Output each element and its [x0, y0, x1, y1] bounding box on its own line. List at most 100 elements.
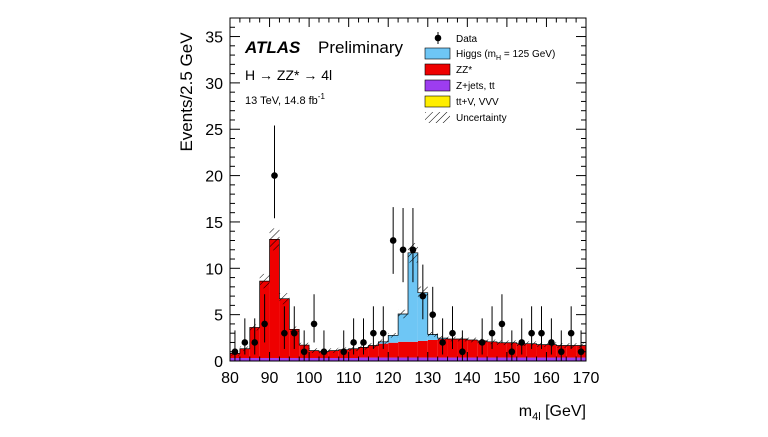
data-point-7: [301, 348, 308, 355]
bar-zjets-13: [359, 358, 369, 361]
y-tick-label-20: 20: [205, 169, 223, 186]
bar-zjets-30: [527, 358, 537, 361]
bar-zjets-21: [438, 358, 448, 361]
bar-zjets-27: [497, 358, 507, 361]
legend-zz-swatch: [425, 64, 450, 75]
bar-zjets-16: [388, 358, 398, 361]
y-tick-label-10: 10: [205, 261, 223, 278]
uncertainty-10: [329, 348, 339, 353]
bar-zjets-34: [566, 358, 576, 361]
y-tick-label-25: 25: [205, 122, 223, 139]
x-tick-label-100: 100: [296, 370, 323, 387]
bar-zjets-5: [279, 358, 289, 361]
data-point-14: [380, 330, 387, 337]
legend-higgs-end: = 125 GeV): [501, 49, 555, 60]
y-tick-label-0: 0: [214, 354, 223, 371]
bar-zjets-8: [309, 358, 319, 361]
data-point-2: [251, 339, 258, 346]
x-tick-label-80: 80: [221, 370, 239, 387]
uncertainty-24: [467, 338, 477, 343]
data-point-1: [242, 339, 249, 346]
y-axis-title: Events/2.5 GeV: [177, 32, 196, 152]
x-tick-label-170: 170: [573, 370, 600, 387]
data-point-11: [350, 339, 357, 346]
uncertainty-4: [270, 228, 280, 250]
data-point-8: [311, 321, 318, 328]
uncertainty-8: [309, 348, 319, 353]
data-point-15: [390, 237, 397, 244]
data-point-30: [548, 339, 555, 346]
legend-higgs-main: Higgs (m: [456, 49, 496, 60]
bar-zjets-19: [418, 358, 428, 361]
data-point-12: [360, 339, 367, 346]
data-point-23: [479, 339, 486, 346]
uncertainty-17: [398, 310, 408, 318]
y-tick-label-35: 35: [205, 30, 223, 47]
y-tick-label-5: 5: [214, 308, 223, 325]
bar-zz-16: [388, 343, 398, 358]
legend-higgs-swatch: [425, 48, 450, 59]
legend-ttv-label: tt+V, VVV: [456, 97, 499, 108]
data-point-10: [340, 348, 347, 355]
bar-zjets-32: [546, 358, 556, 361]
data-point-9: [321, 348, 328, 355]
status-label: Preliminary: [318, 38, 404, 57]
legend-uncertainty-swatch: [425, 112, 450, 123]
x-axis-title-unit: [GeV]: [541, 403, 586, 420]
legend-uncertainty-label: Uncertainty: [456, 113, 507, 124]
data-point-31: [558, 348, 565, 355]
data-point-28: [528, 330, 535, 337]
data-point-5: [281, 330, 288, 337]
bar-zjets-31: [537, 358, 547, 361]
data-point-16: [400, 246, 407, 253]
data-point-3: [261, 321, 268, 328]
bar-zjets-20: [428, 358, 438, 361]
legend-ttv-swatch: [425, 96, 450, 107]
x-axis-title-sub: 4l: [532, 411, 541, 423]
bar-zjets-15: [378, 358, 388, 361]
uncertainty-16: [388, 333, 398, 338]
energy-lumi-prefix: 13 TeV, 14.8 fb: [245, 95, 318, 107]
legend-data-label: Data: [456, 34, 478, 45]
bar-zjets-17: [398, 358, 408, 361]
x-tick-label-160: 160: [533, 370, 560, 387]
bar-zjets-22: [448, 358, 458, 361]
bar-zz-20: [428, 340, 438, 358]
bar-zjets-1: [240, 358, 250, 361]
x-tick-label-110: 110: [336, 370, 362, 387]
data-point-27: [518, 339, 525, 346]
bar-zz-4: [270, 239, 280, 358]
x-tick-label-90: 90: [261, 370, 279, 387]
bar-zjets-4: [270, 358, 280, 361]
data-point-18: [420, 293, 427, 300]
bar-zjets-24: [467, 358, 477, 361]
data-point-6: [291, 330, 298, 337]
energy-lumi-label: 13 TeV, 14.8 fb-1: [245, 92, 325, 107]
bar-zz-18: [408, 342, 418, 358]
legend-zz-label: ZZ*: [456, 65, 472, 76]
bar-zz-17: [398, 342, 408, 358]
x-axis-title-main: m: [519, 403, 532, 420]
bar-zz-24: [467, 340, 477, 358]
x-tick-label-120: 120: [375, 370, 402, 387]
energy-lumi-exp: -1: [318, 92, 326, 101]
bar-zjets-26: [487, 358, 497, 361]
data-point-25: [499, 321, 506, 328]
y-tick-label-30: 30: [205, 76, 223, 93]
bar-zjets-3: [260, 358, 270, 361]
bar-zjets-10: [329, 358, 339, 361]
data-point-17: [410, 246, 417, 253]
bar-zjets-29: [517, 358, 527, 361]
data-point-13: [370, 330, 377, 337]
data-point-21: [449, 330, 456, 337]
process-label: H → ZZ* → 4l: [245, 67, 332, 83]
data-point-24: [489, 330, 496, 337]
y-tick-label-15: 15: [205, 215, 223, 232]
bar-zjets-2: [250, 358, 260, 361]
uncertainty-3: [260, 274, 270, 288]
bar-zjets-6: [289, 358, 299, 361]
x-tick-label-150: 150: [494, 370, 521, 387]
x-axis-title: m4l [GeV]: [519, 403, 586, 423]
